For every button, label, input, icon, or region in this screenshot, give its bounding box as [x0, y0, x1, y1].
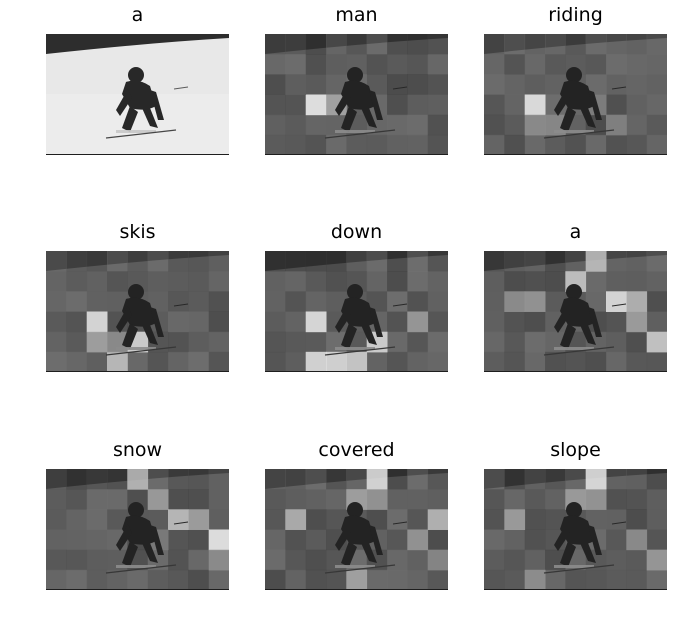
- panel-word-label: a: [569, 221, 582, 243]
- attention-map-image: [484, 34, 667, 155]
- snowboarder-image: [46, 34, 229, 155]
- panel-word-label: slope: [550, 439, 601, 461]
- panel-word-label: covered: [318, 439, 395, 461]
- panel-word-label: man: [335, 4, 378, 26]
- attention-map-image: [484, 469, 667, 590]
- attention-map-image: [265, 469, 448, 590]
- panel-word-label: snow: [112, 439, 163, 461]
- panel-word-label: down: [330, 221, 383, 243]
- attention-map-image: [46, 251, 229, 372]
- attention-map-image: [46, 469, 229, 590]
- attention-map-image: [484, 251, 667, 372]
- attention-map-image: [265, 34, 448, 155]
- panel-word-label: riding: [548, 4, 603, 26]
- panel-word-label: skis: [119, 221, 156, 243]
- panel-word-label: a: [131, 4, 144, 26]
- attention-map-image: [265, 251, 448, 372]
